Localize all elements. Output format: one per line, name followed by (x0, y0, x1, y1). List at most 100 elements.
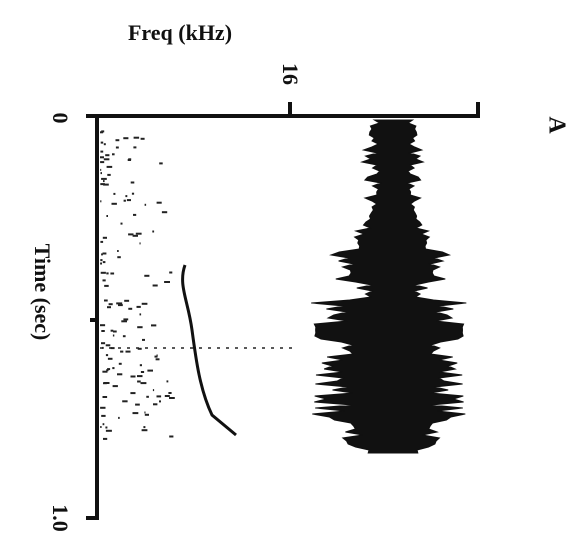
noise-dot (100, 259, 103, 262)
noise-dot (144, 203, 147, 206)
noise-dot (152, 284, 158, 287)
noise-dot (140, 382, 147, 385)
noise-dot (122, 335, 126, 338)
noise-dot (135, 232, 142, 235)
noise-dot (126, 199, 131, 202)
freq-tick-label: 16 (278, 63, 303, 85)
noise-dot (112, 334, 115, 337)
noise-dot (121, 320, 127, 323)
noise-dot (102, 236, 107, 239)
noise-dot (100, 262, 102, 265)
noise-dot (104, 284, 109, 287)
spectrogram-trace (181, 264, 237, 437)
noise-dot (144, 411, 146, 414)
noise-dot (105, 354, 109, 357)
panel-label: A (543, 116, 569, 134)
noise-dot (110, 329, 114, 332)
noise-dot (137, 326, 143, 329)
time-start-label: 0 (48, 113, 73, 124)
noise-dot (130, 181, 135, 184)
noise-dot (124, 299, 130, 302)
noise-dot (102, 261, 106, 264)
noise-dot (117, 373, 123, 376)
noise-dot (130, 375, 136, 378)
noise-dot (137, 375, 143, 378)
noise-dot (118, 416, 120, 419)
noise-dot (140, 137, 145, 140)
noise-dot (156, 354, 158, 357)
noise-dot (107, 306, 111, 309)
noise-dot (102, 396, 108, 398)
noise-dot (123, 137, 129, 140)
noise-dot (137, 347, 142, 350)
noise-dot (132, 412, 139, 415)
noise-dot (133, 146, 137, 149)
noise-dot (141, 302, 148, 305)
noise-dot (141, 429, 148, 432)
noise-dot (102, 423, 105, 426)
noise-dot (155, 358, 160, 361)
noise-dot (115, 146, 119, 149)
noise-dot (169, 397, 175, 399)
noise-dot (100, 150, 104, 153)
noise-dot (112, 367, 115, 370)
noise-dot (118, 362, 122, 365)
noise-dot (147, 369, 153, 372)
noise-dot (111, 202, 117, 205)
noise-dot (156, 395, 162, 398)
noise-dot (103, 183, 109, 186)
noise-dot (140, 371, 145, 373)
noise-dot (100, 240, 104, 243)
noise-dot (101, 330, 105, 332)
noise-dot (169, 435, 174, 438)
noise-dot (139, 364, 142, 367)
noise-dot (136, 305, 141, 308)
noise-dot (107, 368, 111, 371)
noise-dot (105, 429, 112, 432)
noise-dot (123, 318, 129, 321)
noise-dot (112, 153, 115, 156)
noise-dot (143, 426, 146, 429)
noise-dot (142, 338, 145, 341)
noise-dot (100, 200, 102, 203)
noise-dot (146, 395, 149, 398)
noise-dot (100, 324, 106, 327)
noise-dot (135, 403, 140, 406)
noise-dot (102, 370, 108, 373)
noise-dot (100, 168, 102, 171)
noise-dot (102, 279, 106, 282)
freq-axis-title: Freq (kHz) (128, 20, 232, 45)
noise-dot (133, 136, 140, 139)
noise-dot (152, 230, 155, 233)
noise-dot (139, 242, 141, 245)
noise-dot (110, 347, 115, 350)
noise-dot (131, 192, 135, 195)
noise-dot (123, 199, 126, 202)
noise-dot (100, 406, 106, 409)
noise-dot (100, 172, 102, 175)
noise-dot (132, 234, 138, 237)
noise-dot (161, 211, 168, 214)
waveform (311, 119, 467, 454)
noise-dot (112, 385, 118, 388)
noise-dot (122, 400, 128, 403)
noise-dot (101, 414, 106, 417)
noise-dot (102, 252, 107, 255)
noise-dot (120, 222, 123, 225)
noise-dot (159, 162, 163, 165)
noise-dot (100, 156, 104, 159)
time-axis-title: Time (sec) (30, 244, 55, 341)
noise-dot (118, 304, 123, 307)
noise-dot (117, 256, 121, 259)
noise-dot (166, 380, 169, 383)
noise-dot (106, 165, 113, 168)
noise-dot (104, 299, 108, 302)
noise-dot (130, 392, 136, 395)
noise-dot (115, 139, 120, 142)
noise-dot (139, 313, 142, 316)
noise-dot (105, 344, 111, 347)
noise-dot (164, 395, 170, 397)
noise-dot (144, 274, 150, 277)
noise-dot (168, 392, 172, 394)
